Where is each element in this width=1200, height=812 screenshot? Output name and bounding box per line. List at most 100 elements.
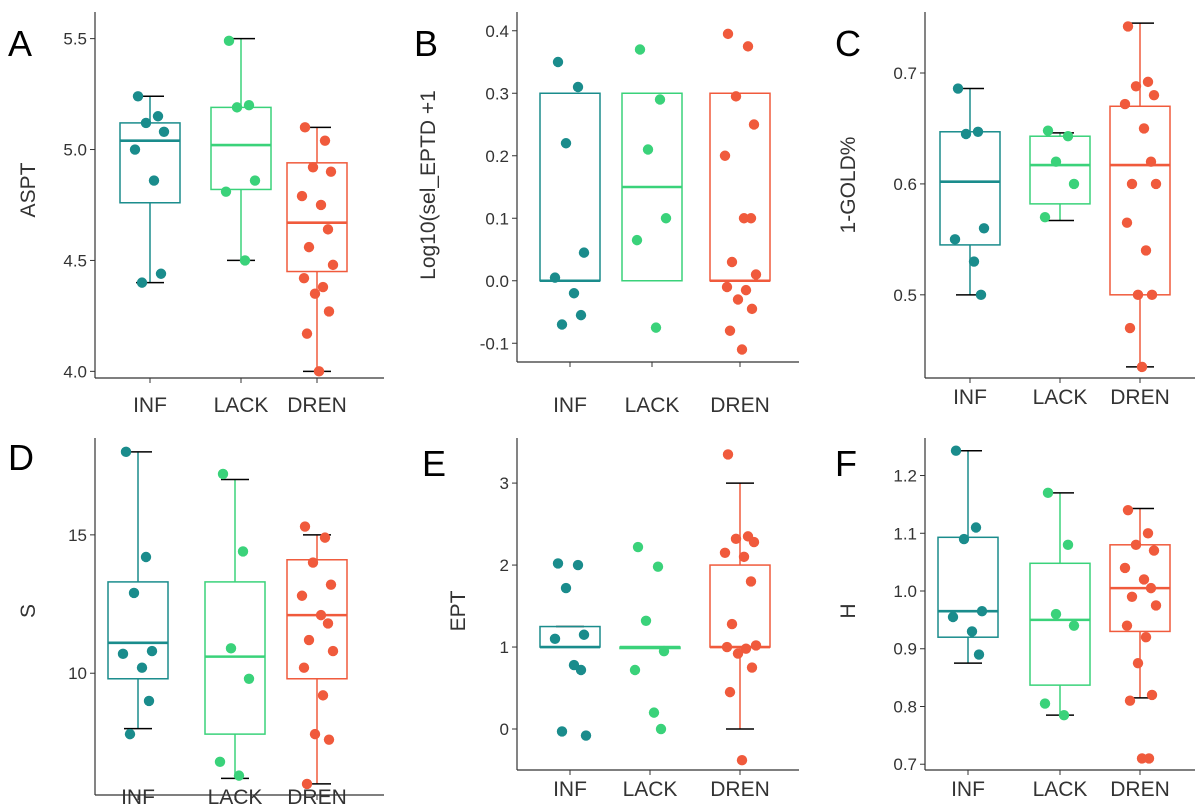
data-point-dren bbox=[1146, 289, 1158, 301]
y-tick-label-e: 1 bbox=[500, 638, 509, 657]
data-point-dren bbox=[1142, 76, 1154, 88]
data-point-dren bbox=[745, 576, 757, 587]
data-point-dren bbox=[748, 536, 760, 548]
data-point-dren bbox=[296, 190, 308, 202]
data-point-dren bbox=[745, 213, 757, 224]
data-point-lack bbox=[217, 468, 229, 480]
data-point-lack bbox=[640, 615, 652, 627]
data-point-dren bbox=[299, 521, 311, 532]
data-point-dren bbox=[1143, 753, 1155, 764]
data-point-dren bbox=[1132, 289, 1144, 301]
data-point-inf bbox=[148, 175, 160, 186]
y-tick-label-a: 5.0 bbox=[63, 141, 87, 160]
data-point-inf bbox=[155, 268, 167, 279]
data-point-dren bbox=[1126, 591, 1138, 602]
data-point-dren bbox=[319, 532, 331, 543]
data-point-lack bbox=[220, 186, 232, 197]
category-label-inf: INF bbox=[553, 394, 587, 417]
data-point-dren bbox=[750, 269, 762, 280]
data-point-dren bbox=[746, 303, 758, 315]
box-lack bbox=[210, 106, 272, 191]
category-label-dren: DREN bbox=[710, 778, 770, 801]
data-point-dren bbox=[732, 648, 744, 659]
data-point-lack bbox=[1062, 131, 1074, 142]
data-point-inf bbox=[560, 138, 572, 149]
y-axis-label-b: Log10(sel_EPTD +1 bbox=[417, 90, 440, 280]
category-label-lack: LACK bbox=[1033, 386, 1088, 409]
data-point-dren bbox=[736, 754, 748, 766]
y-tick-label-b: 0.2 bbox=[485, 147, 509, 166]
panel-label-f: F bbox=[835, 443, 857, 484]
data-point-dren bbox=[1132, 657, 1144, 669]
data-point-dren bbox=[1119, 98, 1131, 110]
y-axis-label-f: H bbox=[837, 603, 860, 618]
data-point-lack bbox=[648, 707, 660, 718]
data-point-lack bbox=[231, 102, 243, 113]
data-point-dren bbox=[1145, 582, 1157, 594]
y-tick-label-a: 5.5 bbox=[63, 30, 87, 49]
category-label-inf: INF bbox=[553, 778, 587, 801]
data-point-dren bbox=[319, 135, 331, 146]
data-point-lack bbox=[634, 44, 646, 55]
data-point-inf bbox=[152, 111, 164, 122]
y-tick-label-e: 2 bbox=[500, 556, 509, 575]
data-point-dren bbox=[298, 272, 310, 284]
y-tick-label-e: 0 bbox=[500, 720, 509, 739]
data-point-dren bbox=[1136, 361, 1148, 373]
data-point-inf bbox=[958, 533, 970, 545]
data-point-dren bbox=[1122, 21, 1134, 32]
data-point-inf bbox=[128, 587, 140, 599]
data-point-dren bbox=[719, 150, 731, 161]
data-point-dren bbox=[1130, 81, 1142, 92]
data-point-dren bbox=[721, 281, 733, 293]
data-point-lack bbox=[629, 664, 641, 676]
y-tick-label-f: 0.8 bbox=[893, 697, 917, 716]
data-point-inf bbox=[950, 445, 962, 456]
y-tick-label-d: 15 bbox=[68, 526, 87, 545]
box-inf bbox=[939, 131, 1001, 246]
data-point-dren bbox=[1138, 574, 1150, 585]
data-point-inf bbox=[568, 288, 580, 299]
box-inf bbox=[937, 536, 999, 638]
data-point-dren bbox=[1126, 178, 1138, 190]
data-point-lack bbox=[658, 645, 670, 657]
data-point-inf bbox=[972, 126, 984, 137]
data-point-inf bbox=[978, 223, 990, 234]
y-tick-label-b: 0.0 bbox=[485, 272, 509, 291]
data-point-inf bbox=[947, 611, 959, 623]
data-point-lack bbox=[239, 255, 251, 266]
data-point-inf bbox=[960, 128, 972, 140]
data-point-inf bbox=[136, 662, 148, 673]
data-point-dren bbox=[301, 778, 313, 790]
data-point-dren bbox=[307, 162, 319, 173]
data-point-inf bbox=[578, 629, 590, 640]
data-point-lack bbox=[243, 99, 255, 111]
panel-label-c: C bbox=[835, 23, 861, 64]
y-tick-label-b: 0.1 bbox=[485, 209, 509, 228]
data-point-inf bbox=[575, 309, 587, 321]
data-point-dren bbox=[315, 199, 327, 211]
category-label-lack: LACK bbox=[1033, 778, 1088, 801]
data-point-lack bbox=[1042, 125, 1054, 136]
box-dren bbox=[286, 559, 348, 680]
data-point-inf bbox=[973, 649, 985, 660]
data-point-lack bbox=[214, 756, 226, 767]
data-point-dren bbox=[1142, 528, 1154, 539]
data-point-dren bbox=[313, 366, 325, 377]
category-label-dren: DREN bbox=[710, 394, 770, 417]
data-point-lack bbox=[652, 561, 664, 572]
data-point-inf bbox=[146, 645, 158, 657]
data-point-inf bbox=[560, 582, 572, 594]
data-point-dren bbox=[1124, 322, 1136, 334]
data-point-dren bbox=[322, 618, 334, 629]
y-tick-label-a: 4.0 bbox=[63, 362, 87, 381]
box-inf bbox=[107, 581, 169, 680]
data-point-dren bbox=[327, 645, 339, 657]
data-point-inf bbox=[120, 446, 132, 458]
data-point-dren bbox=[325, 579, 337, 590]
data-point-dren bbox=[1145, 156, 1157, 167]
category-label-inf: INF bbox=[121, 786, 155, 809]
data-point-dren bbox=[296, 590, 308, 601]
data-point-inf bbox=[975, 289, 987, 301]
